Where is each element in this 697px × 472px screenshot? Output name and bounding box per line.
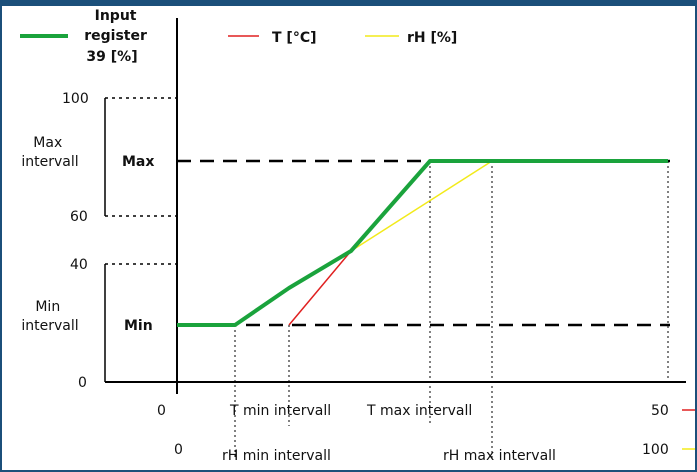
min-marker-label: Min bbox=[124, 318, 153, 334]
t-series-line bbox=[288, 250, 352, 326]
min-interval-line1: Min bbox=[35, 299, 60, 315]
legend-t-label: T [°C] bbox=[272, 30, 317, 46]
rh-min-label: rH min intervall bbox=[222, 448, 331, 464]
legend-rh-label: rH [%] bbox=[407, 30, 457, 46]
y-tick-0: 0 bbox=[78, 375, 87, 391]
min-interval-label: Min intervall bbox=[21, 299, 78, 334]
legend-input-line1: Input bbox=[95, 8, 137, 24]
y-tick-100: 100 bbox=[62, 91, 89, 107]
legend-input-line2: register bbox=[84, 28, 147, 44]
rh-row-start: 0 bbox=[174, 442, 183, 458]
max-marker-label: Max bbox=[122, 154, 154, 170]
t-row-start: 0 bbox=[157, 403, 166, 419]
min-interval-line2: intervall bbox=[21, 318, 78, 334]
legend-input-register-label: Input register 39 [%] bbox=[84, 8, 152, 65]
t-max-label: T max intervall bbox=[366, 403, 472, 419]
diagram-canvas: Input register 39 [%] T [°C] rH [%] 100 … bbox=[20, 8, 695, 464]
y-tick-40: 40 bbox=[70, 257, 88, 273]
rh-series-line bbox=[350, 160, 493, 252]
rh-row-end: 100 bbox=[642, 442, 669, 458]
y-tick-60: 60 bbox=[70, 209, 88, 225]
input-register-line bbox=[177, 159, 668, 327]
max-interval-line2: intervall bbox=[21, 154, 78, 170]
t-min-label: T min intervall bbox=[229, 403, 331, 419]
legend-input-line3: 39 [%] bbox=[86, 49, 137, 65]
t-row-end: 50 bbox=[651, 403, 669, 419]
rh-max-label: rH max intervall bbox=[443, 448, 556, 464]
max-interval-line1: Max bbox=[33, 135, 62, 151]
max-interval-label: Max intervall bbox=[21, 135, 78, 170]
